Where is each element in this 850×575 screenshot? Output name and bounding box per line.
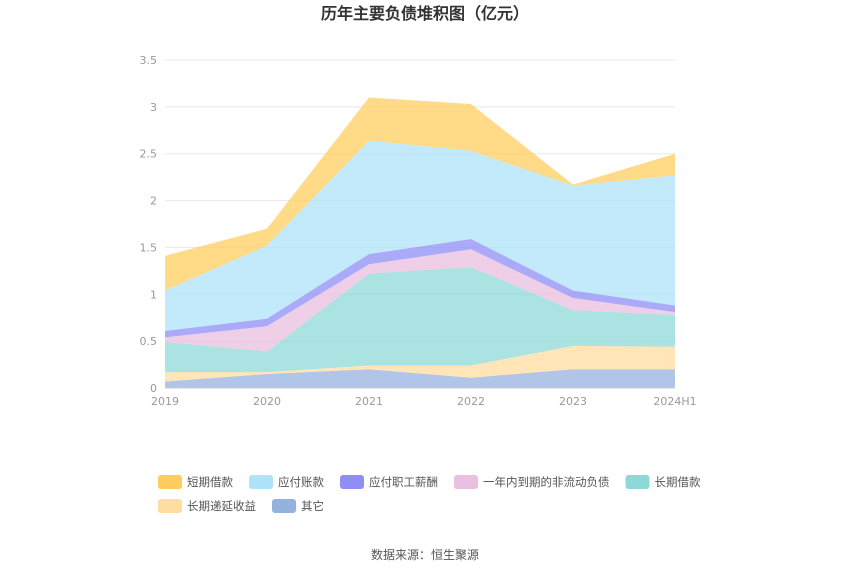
legend-label: 其它 (301, 499, 324, 513)
y-tick-label: 3.5 (140, 54, 158, 67)
legend-swatch (158, 475, 182, 489)
legend-swatch (454, 475, 478, 489)
area-series-4 (165, 238, 675, 338)
x-tick-label: 2020 (253, 395, 281, 408)
legend-swatch (158, 499, 182, 513)
area-series-3 (165, 249, 675, 352)
y-tick-label: 1.5 (140, 241, 158, 254)
x-tick-label: 2019 (151, 395, 179, 408)
x-tick-label: 2021 (355, 395, 383, 408)
legend-label: 长期递延收益 (187, 499, 256, 513)
y-tick-label: 2.5 (140, 148, 158, 161)
y-tick-label: 0 (150, 382, 157, 395)
area-series-6 (165, 97, 675, 291)
y-tick-label: 3 (150, 101, 157, 114)
legend-swatch (340, 475, 364, 489)
area-series-2 (165, 267, 675, 373)
legend-label: 长期借款 (655, 475, 701, 489)
y-axis-ticks: 0 0.5 1 1.5 2 2.5 3 3.5 (140, 54, 158, 395)
area-series-5 (165, 140, 675, 331)
chart-title: 历年主要负债堆积图（亿元） (321, 4, 529, 23)
area-series-0 (165, 369, 675, 388)
legend-label: 短期借款 (187, 475, 233, 489)
x-tick-label: 2024H1 (653, 395, 696, 408)
x-axis-ticks: 2019 2020 2021 2022 2023 2024H1 (151, 395, 697, 408)
legend-label: 应付账款 (278, 475, 324, 489)
y-tick-label: 2 (150, 195, 157, 208)
area-series (165, 97, 675, 388)
legend-swatch (625, 475, 650, 489)
legend-label: 一年内到期的非流动负债 (483, 475, 610, 489)
legend-swatch (249, 475, 273, 489)
y-tick-label: 1 (150, 288, 157, 301)
legend-swatch (272, 499, 296, 513)
x-tick-label: 2022 (457, 395, 485, 408)
y-tick-label: 0.5 (140, 335, 158, 348)
x-tick-label: 2023 (559, 395, 587, 408)
area-series-1 (165, 345, 675, 382)
source-note: 数据来源：恒生聚源 (371, 547, 479, 562)
legend-label: 应付职工薪酬 (369, 475, 438, 489)
